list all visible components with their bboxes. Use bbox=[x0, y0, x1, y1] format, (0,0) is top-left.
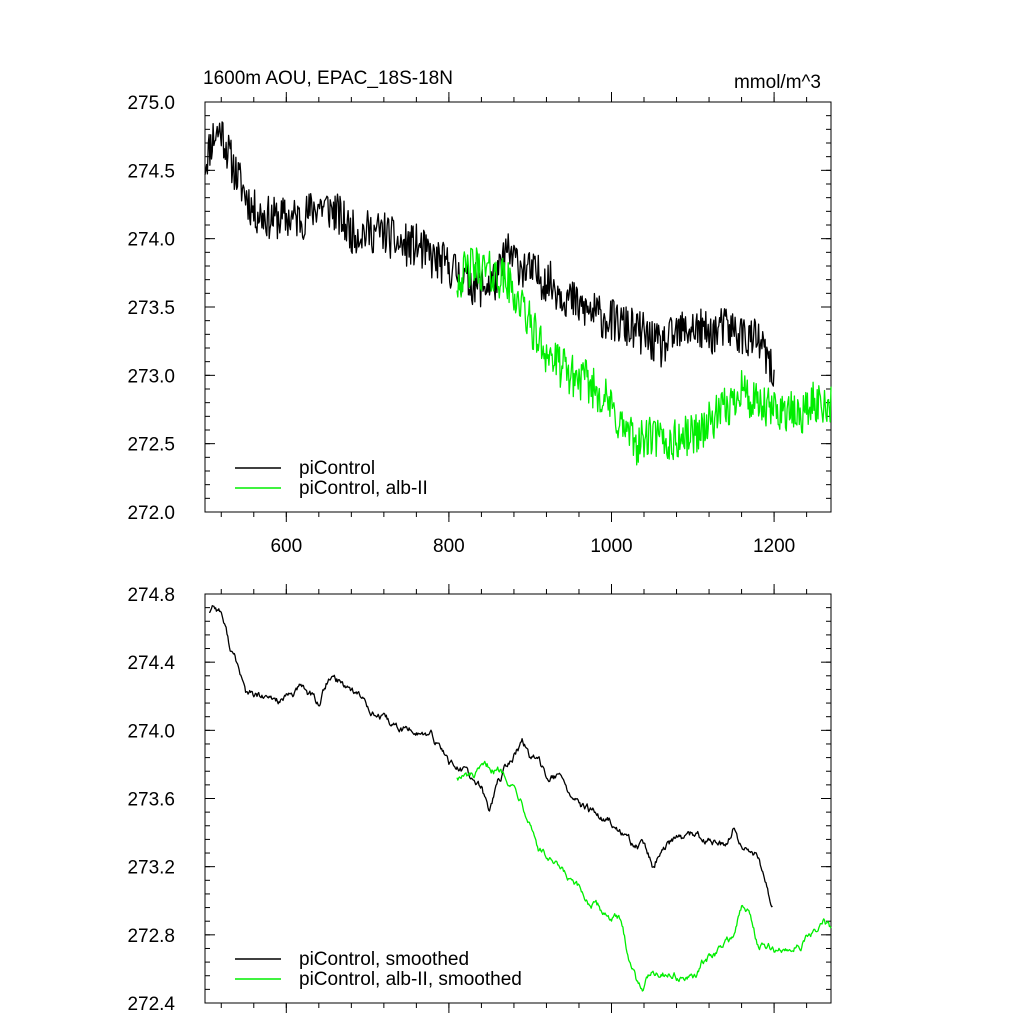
legend-label: piControl, alb-II bbox=[299, 478, 428, 499]
y-tick-label: 275.0 bbox=[127, 93, 175, 114]
legend-label: piControl, smoothed bbox=[299, 949, 469, 970]
y-tick-label: 274.0 bbox=[127, 721, 175, 742]
y-tick-label: 272.5 bbox=[127, 435, 175, 456]
x-tick-label: 1000 bbox=[590, 536, 632, 557]
y-tick-label: 274.0 bbox=[127, 230, 175, 251]
y-tick-label: 273.6 bbox=[127, 790, 175, 811]
y-tick-label: 273.0 bbox=[127, 366, 175, 387]
x-tick-label: 800 bbox=[433, 536, 465, 557]
x-tick-label: 600 bbox=[270, 536, 302, 557]
y-tick-label: 274.5 bbox=[127, 161, 175, 182]
plot-1: 272.0 272.5 273.0 273.5 274.0 274.5 275.0 600 80… bbox=[127, 68, 832, 557]
chart-title: 1600m AOU, EPAC_18S-18N bbox=[203, 68, 453, 89]
y-tick-label: 273.2 bbox=[127, 858, 175, 879]
legend-label: piControl, alb-II, smoothed bbox=[299, 969, 522, 990]
x-tick-label: 1200 bbox=[753, 536, 795, 557]
series-line-1 bbox=[204, 121, 775, 387]
y-tick-label: 272.4 bbox=[127, 994, 175, 1015]
y-tick-label: 274.4 bbox=[127, 653, 175, 674]
units-label: mmol/m^3 bbox=[734, 72, 821, 93]
y-tick-label: 272.8 bbox=[127, 926, 175, 947]
series-line-1 bbox=[209, 605, 773, 908]
series-line-2 bbox=[456, 760, 832, 992]
series-line-2 bbox=[456, 247, 832, 466]
plot-frame bbox=[204, 101, 832, 513]
plot-2: 272.4 272.8 273.2 273.6 274.0 274.4 274.8 piCon… bbox=[127, 584, 832, 1015]
y-tick-label: 272.0 bbox=[127, 503, 175, 524]
legend-label: piControl bbox=[299, 458, 375, 479]
y-tick-label: 273.5 bbox=[127, 298, 175, 319]
y-tick-label: 274.8 bbox=[127, 585, 175, 606]
